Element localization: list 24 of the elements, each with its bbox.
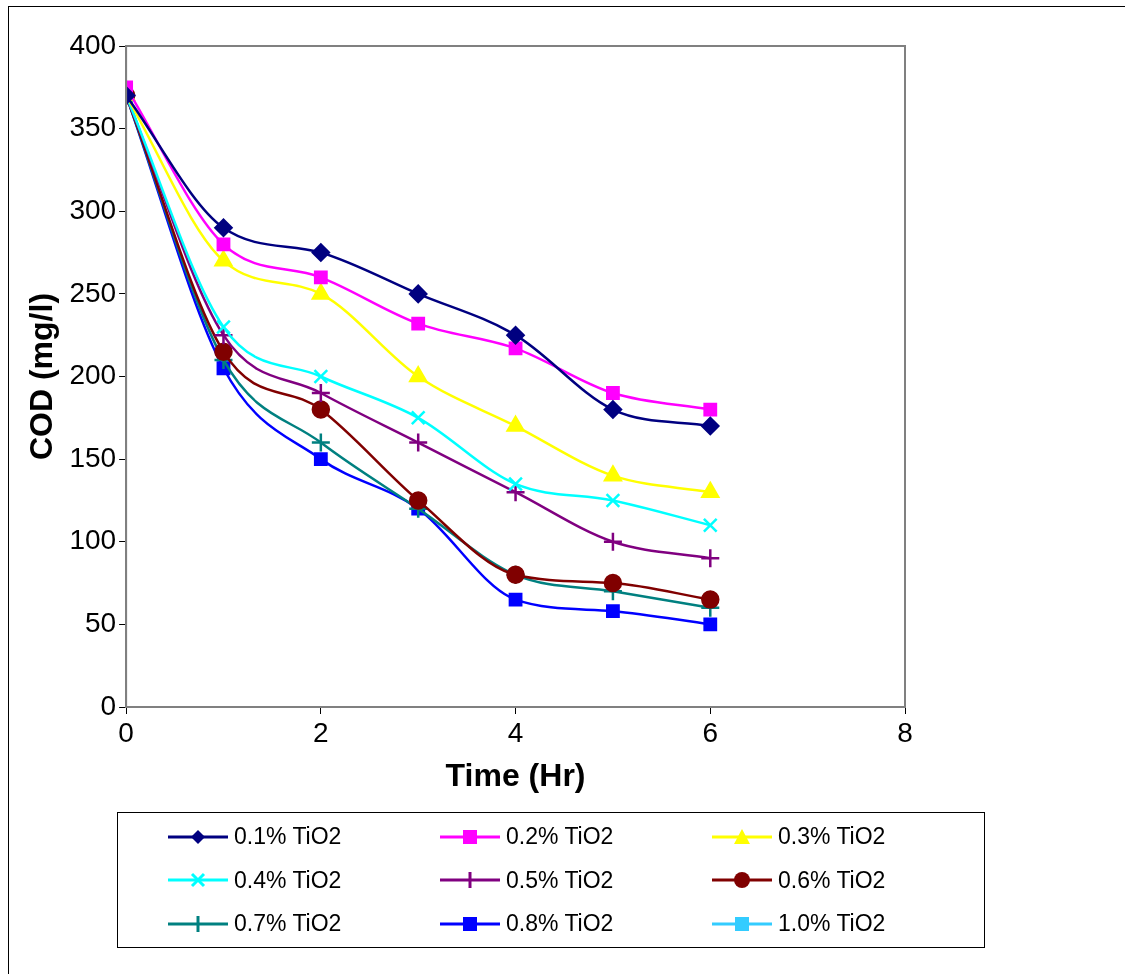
y-tick-label: 50	[84, 607, 117, 639]
y-tick-label: 400	[69, 28, 117, 60]
y-tick-label: 150	[69, 441, 117, 473]
y-tick-label: 250	[69, 276, 117, 308]
x-tick-label: 4	[507, 716, 524, 748]
y-tick-label: 300	[69, 193, 117, 225]
x-axis-title: Time (Hr)	[445, 756, 586, 793]
legend-label: 0.3% TiO2	[778, 823, 886, 850]
x-tick-label: 2	[313, 716, 329, 748]
y-tick-label: 350	[69, 111, 117, 143]
legend-label: 0.2% TiO2	[506, 823, 614, 850]
legend-label: 0.5% TiO2	[506, 866, 614, 894]
legend-label: 0.1% TiO2	[234, 823, 342, 850]
x-tick-label: 6	[702, 716, 719, 748]
y-axis-title: COD (mg/l)	[23, 292, 60, 461]
legend-label: 0.6% TiO2	[778, 866, 886, 894]
y-tick-label: 100	[69, 524, 117, 556]
legend-label: 0.8% TiO2	[506, 910, 614, 937]
x-tick-label: 8	[897, 716, 913, 748]
y-tick-label: 200	[69, 359, 117, 391]
legend-label: 1.0% TiO2	[778, 910, 886, 937]
legend-label: 0.7% TiO2	[234, 910, 342, 937]
legend-label: 0.4% TiO2	[234, 866, 342, 894]
y-tick-label: 0	[100, 689, 117, 721]
